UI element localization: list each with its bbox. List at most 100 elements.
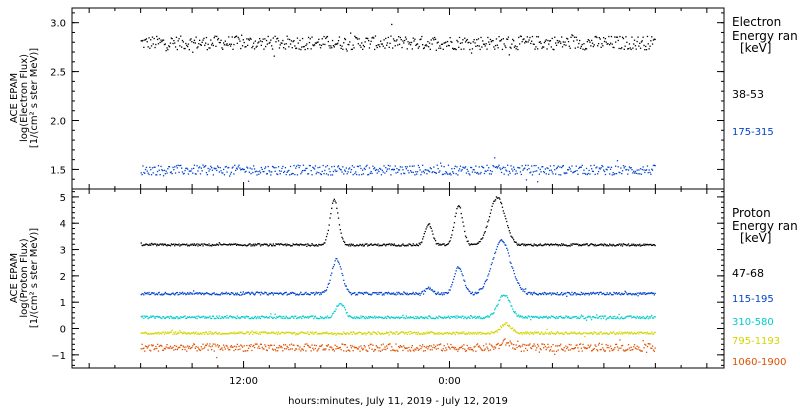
electron-point	[187, 43, 190, 45]
proton-point	[461, 217, 463, 219]
proton-point	[357, 332, 359, 334]
proton-point	[586, 293, 588, 295]
electron-point	[482, 167, 485, 169]
proton-point	[352, 317, 354, 319]
proton-point	[399, 317, 401, 319]
proton-point	[503, 339, 505, 341]
proton-point	[220, 244, 222, 246]
proton-point	[258, 345, 260, 347]
electron-point	[423, 172, 425, 174]
proton-point	[495, 305, 498, 307]
proton-point	[319, 292, 322, 294]
proton-point	[458, 267, 460, 269]
proton-point	[163, 333, 166, 335]
electron-point	[497, 166, 499, 168]
proton-point	[333, 333, 335, 335]
proton-point	[535, 315, 537, 318]
electron-point	[216, 169, 218, 172]
proton-point	[368, 345, 370, 347]
electron-point	[428, 171, 431, 173]
proton-point	[636, 292, 638, 294]
electron-point	[544, 40, 546, 42]
proton-point	[307, 293, 310, 295]
proton-point	[446, 292, 449, 295]
proton-point	[577, 332, 579, 334]
proton-point	[273, 332, 275, 334]
proton-point	[381, 244, 383, 247]
proton-point	[337, 212, 339, 214]
x-tick-label: 0:00	[438, 376, 460, 387]
proton-point	[587, 292, 589, 294]
proton-point	[488, 343, 491, 345]
proton-point	[356, 294, 359, 296]
proton-point	[393, 332, 395, 334]
proton-point	[430, 289, 432, 291]
proton-point	[531, 332, 533, 334]
proton-point	[579, 294, 582, 296]
electron-point	[356, 165, 359, 167]
proton-point	[150, 332, 152, 334]
proton-point	[378, 316, 380, 318]
proton-point	[550, 294, 552, 296]
proton-point	[170, 293, 172, 295]
proton-point	[362, 315, 364, 318]
electron-point	[386, 168, 389, 170]
proton-point	[403, 244, 405, 246]
proton-point	[426, 345, 428, 348]
proton-point	[637, 244, 639, 246]
electron-point	[504, 166, 506, 169]
proton-point	[603, 317, 605, 319]
proton-point	[209, 343, 211, 345]
proton-point	[623, 350, 625, 352]
proton-point	[538, 244, 540, 246]
proton-point	[218, 242, 220, 244]
proton-point	[349, 243, 351, 245]
proton-point	[623, 317, 625, 319]
electron-point	[298, 166, 300, 169]
proton-point	[309, 293, 311, 296]
proton-point	[287, 293, 289, 295]
proton-point	[318, 291, 320, 294]
electron-point	[507, 164, 509, 166]
electron-point	[536, 36, 538, 38]
electron-point	[530, 171, 532, 173]
proton-series-795-1193	[140, 322, 656, 338]
proton-point	[304, 316, 306, 318]
proton-point	[561, 244, 564, 246]
proton-point	[328, 282, 330, 284]
proton-point	[492, 202, 494, 205]
proton-point	[366, 292, 368, 294]
electron-point	[329, 171, 331, 173]
electron-point	[223, 44, 226, 46]
proton-point	[146, 347, 148, 349]
proton-point	[223, 293, 226, 295]
proton-point	[331, 333, 334, 336]
proton-point	[520, 332, 522, 334]
proton-point	[373, 292, 375, 294]
proton-point	[605, 332, 607, 334]
proton-point	[652, 333, 655, 335]
proton-point	[499, 299, 501, 301]
electron-point	[392, 168, 394, 170]
proton-point	[516, 243, 518, 245]
proton-point	[440, 343, 442, 345]
proton-point	[621, 331, 623, 333]
electron-point	[610, 35, 613, 38]
electron-point	[454, 165, 456, 167]
proton-point	[499, 329, 501, 331]
proton-point	[434, 240, 437, 242]
proton-point	[476, 243, 478, 245]
proton-point	[140, 242, 142, 244]
electron-point	[434, 38, 437, 40]
proton-point	[635, 348, 637, 350]
proton-point	[358, 244, 360, 247]
proton-point	[633, 294, 636, 296]
electron-point	[542, 46, 544, 48]
electron-point	[508, 170, 510, 173]
proton-point	[362, 333, 364, 335]
proton-point	[421, 316, 423, 318]
electron-point	[630, 167, 632, 169]
proton-point	[148, 291, 150, 294]
proton-point	[148, 244, 150, 246]
electron-point	[365, 165, 367, 168]
